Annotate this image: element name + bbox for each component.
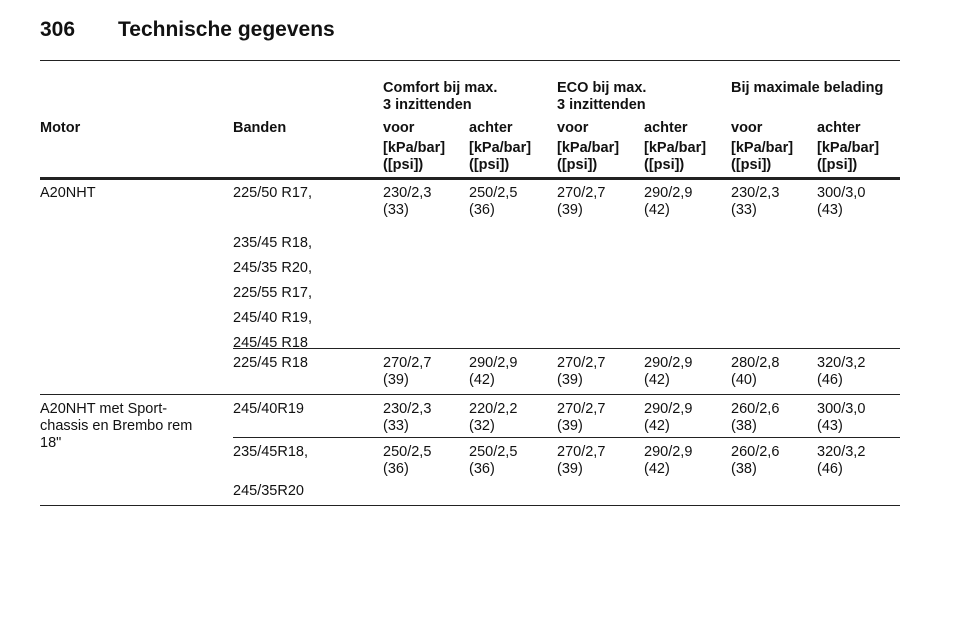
- rule: [40, 177, 900, 180]
- tyre-cell: 245/35 R20,: [233, 260, 313, 276]
- tyre-cell: 245/45 R18: [233, 335, 308, 351]
- pressure-cell: 250/2,5 (36): [469, 185, 518, 218]
- unit-header: [kPa/bar] ([psi]): [817, 140, 880, 173]
- pressure-cell: 260/2,6 (38): [731, 401, 780, 434]
- pressure-cell: 250/2,5 (36): [383, 444, 432, 477]
- column-header: achter: [817, 120, 861, 136]
- pressure-cell: 230/2,3 (33): [383, 185, 432, 218]
- pressure-cell: 250/2,5 (36): [469, 444, 518, 477]
- pressure-cell: 270/2,7 (39): [557, 444, 606, 477]
- unit-header: [kPa/bar] ([psi]): [644, 140, 707, 173]
- tyre-cell: 245/40R19: [233, 401, 304, 417]
- pressure-cell: 230/2,3 (33): [383, 401, 432, 434]
- tyre-cell: 225/50 R17,: [233, 185, 313, 201]
- column-header: Banden: [233, 120, 287, 136]
- pressure-cell: 320/3,2 (46): [817, 444, 866, 477]
- tyre-cell: 235/45 R18,: [233, 235, 313, 251]
- column-header: voor: [731, 120, 763, 136]
- pressure-cell: 270/2,7 (39): [557, 185, 606, 218]
- pressure-cell: 270/2,7 (39): [557, 355, 606, 388]
- page-number: 306: [40, 18, 76, 41]
- column-header: voor: [383, 120, 415, 136]
- tyre-cell: 245/35R20: [233, 482, 304, 499]
- rule: [233, 437, 900, 438]
- group-header: ECO bij max. 3 inzittenden: [557, 80, 647, 113]
- pressure-cell: 290/2,9 (42): [644, 444, 693, 477]
- tyre-cell: 245/40 R19,: [233, 310, 313, 326]
- rule: [40, 505, 900, 506]
- rule: [40, 60, 900, 61]
- tyre-cell: 225/55 R17,: [233, 285, 313, 301]
- motor-cell: A20NHT: [40, 185, 96, 201]
- pressure-cell: 320/3,2 (46): [817, 355, 866, 388]
- pressure-cell: 270/2,7 (39): [557, 401, 606, 434]
- pressure-cell: 230/2,3 (33): [731, 185, 780, 218]
- pressure-cell: 300/3,0 (43): [817, 185, 866, 218]
- group-header: Comfort bij max. 3 inzittenden: [383, 80, 498, 113]
- pressure-cell: 300/3,0 (43): [817, 401, 866, 434]
- column-header: achter: [469, 120, 513, 136]
- unit-header: [kPa/bar] ([psi]): [557, 140, 620, 173]
- group-header: Bij maximale belading: [731, 80, 884, 96]
- tyre-cell: 235/45R18,: [233, 444, 308, 460]
- page-title: Technische gegevens: [118, 18, 335, 41]
- column-header: voor: [557, 120, 589, 136]
- tyre-cell: 225/45 R18: [233, 355, 308, 371]
- unit-header: [kPa/bar] ([psi]): [383, 140, 446, 173]
- pressure-cell: 290/2,9 (42): [644, 401, 693, 434]
- pressure-cell: 220/2,2 (32): [469, 401, 518, 434]
- unit-header: [kPa/bar] ([psi]): [731, 140, 794, 173]
- pressure-cell: 290/2,9 (42): [644, 185, 693, 218]
- rule: [40, 394, 900, 395]
- pressure-cell: 290/2,9 (42): [644, 355, 693, 388]
- column-header: achter: [644, 120, 688, 136]
- pressure-cell: 290/2,9 (42): [469, 355, 518, 388]
- column-header: Motor: [40, 120, 81, 136]
- pressure-cell: 260/2,6 (38): [731, 444, 780, 477]
- motor-cell: A20NHT met Sport- chassis en Brembo rem …: [40, 401, 193, 451]
- unit-header: [kPa/bar] ([psi]): [469, 140, 532, 173]
- rule: [233, 348, 900, 349]
- pressure-cell: 270/2,7 (39): [383, 355, 432, 388]
- pressure-cell: 280/2,8 (40): [731, 355, 780, 388]
